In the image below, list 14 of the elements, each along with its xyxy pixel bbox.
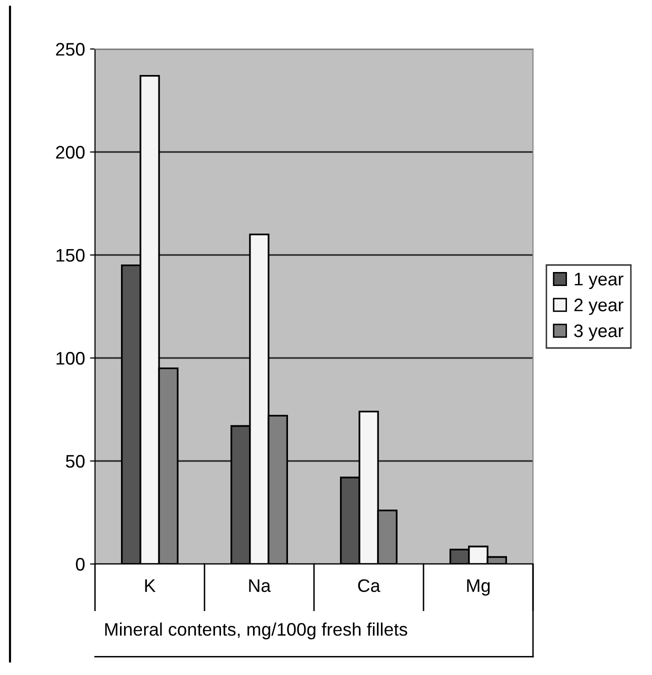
x-tick-label: K <box>145 579 156 592</box>
y-tick-label: 150 <box>56 248 85 262</box>
x-tick-label: Mg <box>467 579 490 596</box>
y-tick-label: 100 <box>56 352 85 365</box>
x-tick-label: Ca <box>358 579 380 592</box>
y-tick-label: 50 <box>66 454 85 468</box>
legend-label: 3 year <box>574 324 624 341</box>
y-tick-label: 200 <box>56 146 85 159</box>
y-tick-label: 0 <box>76 558 85 571</box>
legend-label: 1 year <box>574 272 624 290</box>
legend-label: 2 year <box>574 298 624 315</box>
y-tick-label: 250 <box>56 42 85 56</box>
x-axis-title: Mineral contents, mg/100g fresh fillets <box>105 622 408 640</box>
x-tick-label: Na <box>249 579 271 592</box>
